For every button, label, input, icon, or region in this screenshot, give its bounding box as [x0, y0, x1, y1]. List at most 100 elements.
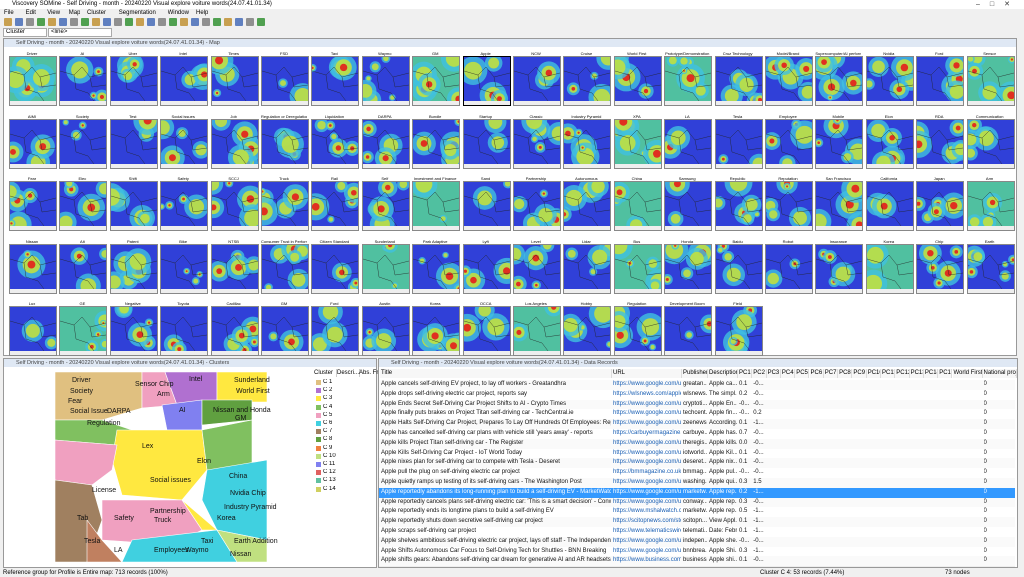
component-plane[interactable] — [462, 118, 511, 169]
line-combobox[interactable]: <line> — [48, 28, 112, 37]
component-plane[interactable] — [361, 306, 410, 356]
component-plane[interactable] — [210, 181, 259, 231]
cluster-name[interactable]: C 8 — [323, 436, 333, 443]
component-plane[interactable] — [714, 56, 763, 106]
column-header[interactable]: PC2 — [752, 369, 767, 378]
component-plane[interactable] — [361, 181, 410, 231]
toolbar-button[interactable] — [26, 18, 34, 26]
component-plane[interactable] — [9, 56, 57, 106]
menu-item[interactable]: Segmentation — [118, 10, 156, 16]
cluster-name[interactable]: C 11 — [323, 461, 336, 467]
component-plane[interactable] — [714, 243, 763, 294]
column-header[interactable]: Description — [708, 369, 738, 378]
cluster-name[interactable]: C 7 — [323, 428, 333, 435]
component-plane[interactable] — [160, 243, 209, 294]
column-header[interactable]: PC9 — [852, 369, 867, 378]
component-plane[interactable] — [412, 56, 461, 106]
cluster-name[interactable]: C 14 — [323, 485, 336, 492]
menu-item[interactable]: Edit — [25, 10, 36, 16]
column-header[interactable]: National proj — [982, 369, 1017, 378]
component-plane[interactable] — [361, 118, 410, 169]
component-plane[interactable] — [9, 243, 57, 294]
cluster-name[interactable]: C 10 — [323, 452, 336, 459]
cluster-name[interactable]: C 9 — [323, 444, 333, 451]
component-plane[interactable] — [664, 243, 713, 294]
toolbar-button[interactable] — [180, 18, 188, 26]
component-plane[interactable] — [613, 243, 662, 294]
column-header[interactable]: Publisher — [682, 369, 708, 378]
component-plane[interactable] — [815, 56, 864, 106]
component-plane[interactable] — [412, 118, 461, 169]
component-plane[interactable] — [563, 181, 612, 231]
component-plane[interactable] — [765, 56, 813, 106]
component-plane[interactable] — [966, 243, 1015, 294]
component-plane[interactable] — [412, 243, 461, 294]
menu-item[interactable]: File — [4, 10, 14, 16]
component-plane[interactable] — [966, 118, 1015, 169]
toolbar-button[interactable] — [114, 18, 122, 26]
toolbar-button[interactable] — [257, 18, 265, 26]
component-plane[interactable] — [714, 118, 763, 169]
component-plane[interactable] — [462, 181, 511, 231]
toolbar-button[interactable] — [81, 18, 89, 26]
component-plane[interactable] — [160, 56, 209, 106]
component-plane[interactable] — [109, 118, 158, 169]
component-plane[interactable] — [109, 181, 158, 231]
menu-item[interactable]: Window — [167, 10, 189, 16]
component-plane[interactable] — [613, 306, 662, 356]
column-header[interactable]: PC13 — [909, 369, 924, 378]
component-plane[interactable] — [160, 118, 209, 169]
cluster-name[interactable]: C 1 — [323, 379, 333, 385]
component-plane[interactable] — [865, 181, 914, 231]
component-plane[interactable] — [664, 118, 713, 169]
component-plane[interactable] — [765, 181, 813, 231]
toolbar-button[interactable] — [37, 18, 45, 26]
cluster-name[interactable]: C 13 — [323, 477, 336, 484]
component-plane[interactable] — [613, 118, 662, 169]
window-controls[interactable]: –□✕ — [976, 1, 1020, 8]
component-plane[interactable] — [9, 118, 57, 169]
component-plane[interactable] — [109, 56, 158, 106]
table-row[interactable] — [379, 556, 1015, 568]
component-plane[interactable] — [261, 181, 309, 231]
component-plane[interactable] — [59, 56, 108, 106]
component-plane[interactable] — [311, 181, 360, 231]
column-header[interactable]: PC14 — [923, 369, 939, 378]
component-plane[interactable] — [311, 118, 360, 169]
component-plane[interactable] — [109, 243, 158, 294]
component-plane[interactable] — [210, 118, 259, 169]
column-header[interactable]: PC10 — [866, 369, 881, 378]
component-plane[interactable] — [865, 243, 914, 294]
component-plane[interactable] — [9, 306, 57, 356]
component-plane[interactable] — [59, 181, 108, 231]
cluster-combobox[interactable]: Cluster — [3, 28, 47, 37]
column-header[interactable]: URL — [612, 369, 682, 378]
component-plane[interactable] — [563, 243, 612, 294]
component-plane[interactable] — [412, 181, 461, 231]
column-header[interactable]: Title — [380, 369, 612, 378]
component-plane[interactable] — [311, 306, 360, 356]
component-plane[interactable] — [966, 56, 1015, 106]
component-plane[interactable] — [109, 306, 158, 356]
toolbar-button[interactable] — [59, 18, 67, 26]
component-plane[interactable] — [513, 243, 561, 294]
component-plane[interactable] — [815, 118, 864, 169]
component-plane[interactable] — [865, 118, 914, 169]
component-plane[interactable] — [865, 56, 914, 106]
component-plane[interactable] — [765, 243, 813, 294]
cluster-name[interactable]: C 4 — [323, 403, 333, 410]
cluster-name[interactable]: C 2 — [323, 387, 333, 394]
column-header[interactable]: PC11 — [881, 369, 896, 378]
component-plane[interactable] — [210, 56, 259, 106]
column-header[interactable]: PC4 — [780, 369, 796, 378]
component-plane[interactable] — [563, 56, 612, 106]
toolbar-button[interactable] — [147, 18, 155, 26]
component-plane[interactable] — [462, 306, 511, 356]
component-plane[interactable] — [916, 118, 965, 169]
toolbar-button[interactable] — [136, 18, 144, 26]
component-plane[interactable] — [59, 118, 108, 169]
toolbar-button[interactable] — [213, 18, 221, 26]
toolbar-button[interactable] — [48, 18, 56, 26]
toolbar-button[interactable] — [169, 18, 177, 26]
menu-item[interactable]: Cluster — [87, 10, 107, 16]
